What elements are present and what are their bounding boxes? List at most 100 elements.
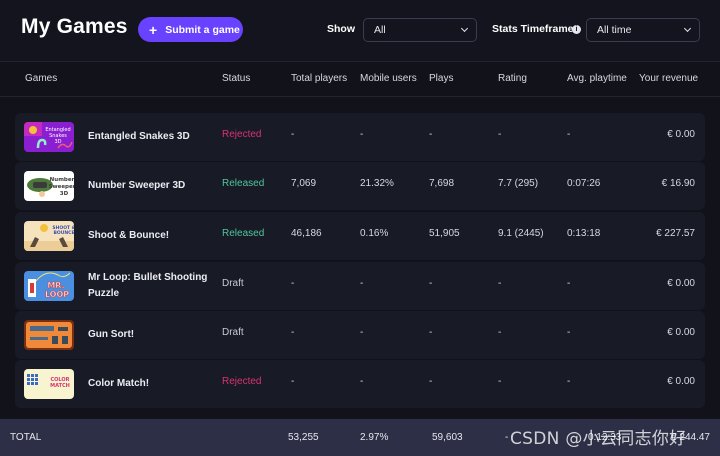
table-row[interactable]: SHOOT & BOUNCE Shoot & Bounce! Released …: [15, 212, 705, 260]
avg-playtime-value: 0:13:18: [567, 228, 601, 239]
game-name[interactable]: Gun Sort!: [88, 329, 135, 340]
game-name[interactable]: Shoot & Bounce!: [88, 230, 170, 241]
rating-value: -: [498, 327, 502, 338]
status-badge: Released: [222, 178, 265, 189]
stats-timeframe-select[interactable]: All time: [586, 18, 700, 42]
total-players-value: 7,069: [291, 178, 317, 189]
show-filter-value: All: [374, 24, 386, 36]
mr-loop-thumbnail: MR. LOOP: [24, 271, 74, 301]
status-badge: Draft: [222, 327, 244, 338]
svg-text:3D: 3D: [60, 191, 69, 197]
column-header-revenue[interactable]: Your revenue: [639, 73, 699, 84]
mobile-users-value: -: [360, 129, 364, 140]
mobile-users-value: -: [360, 376, 364, 387]
svg-text:Snakes: Snakes: [49, 133, 67, 139]
avg-playtime-value: -: [567, 376, 571, 387]
total-avg-playtime: 0:12:33: [588, 432, 622, 443]
total-players-value: 46,186: [291, 228, 322, 239]
total-revenue: € 244.47: [671, 432, 710, 443]
total-rating: -: [505, 432, 509, 443]
rating-value: -: [498, 129, 502, 140]
rating-value: 9.1 (2445): [498, 228, 544, 239]
shoot-bounce-thumbnail: SHOOT & BOUNCE: [24, 221, 74, 251]
total-players-value: -: [291, 278, 295, 289]
revenue-value: € 0.00: [667, 376, 695, 387]
total-label: TOTAL: [10, 432, 42, 443]
svg-text:SHOOT &: SHOOT &: [52, 225, 74, 231]
plays-value: -: [429, 376, 433, 387]
total-players-sum: 53,255: [288, 432, 319, 443]
watermark: CSDN @小云同志你好: [510, 429, 687, 449]
submit-game-button[interactable]: + Submit a game: [138, 17, 243, 42]
table-header: Games Status Total players Mobile users …: [0, 61, 720, 97]
column-header-rating[interactable]: Rating: [498, 73, 527, 84]
plays-value: 7,698: [429, 178, 455, 189]
status-badge: Released: [222, 228, 265, 239]
revenue-value: € 16.90: [661, 178, 695, 189]
table-row[interactable]: Number Sweeper 3D Number Sweeper 3D Rele…: [15, 162, 705, 210]
avg-playtime-value: -: [567, 327, 571, 338]
svg-text:Number: Number: [50, 177, 74, 183]
plays-value: -: [429, 278, 433, 289]
mobile-users-value: 0.16%: [360, 228, 389, 239]
svg-text:COLOR: COLOR: [50, 377, 69, 383]
column-header-total-players[interactable]: Total players: [291, 73, 348, 84]
svg-text:Entangled: Entangled: [45, 127, 70, 133]
page-title: My Games: [21, 15, 128, 38]
show-filter-select[interactable]: All: [363, 18, 477, 42]
column-header-avg-playtime[interactable]: Avg. playtime: [567, 73, 627, 84]
total-plays: 59,603: [432, 432, 463, 443]
plays-value: 51,905: [429, 228, 460, 239]
total-players-value: -: [291, 327, 295, 338]
game-name[interactable]: Entangled Snakes 3D: [88, 131, 190, 142]
mobile-users-value: 21.32%: [360, 178, 394, 189]
revenue-value: € 0.00: [667, 129, 695, 140]
rating-value: 7.7 (295): [498, 178, 539, 189]
column-header-status[interactable]: Status: [222, 73, 251, 84]
stats-timeframe-label: Stats Timeframe: [492, 23, 574, 35]
revenue-value: € 0.00: [667, 327, 695, 338]
gun-sort-thumbnail: [24, 320, 74, 350]
avg-playtime-value: -: [567, 278, 571, 289]
table-row[interactable]: COLOR MATCH Color Match! Rejected - - - …: [15, 360, 705, 408]
column-header-plays[interactable]: Plays: [429, 73, 454, 84]
rating-value: -: [498, 376, 502, 387]
plays-value: -: [429, 129, 433, 140]
revenue-value: € 0.00: [667, 278, 695, 289]
show-filter-label: Show: [327, 23, 355, 35]
page-header: My Games + Submit a game Show All Stats …: [0, 0, 720, 60]
plays-value: -: [429, 327, 433, 338]
total-mobile-users: 2.97%: [360, 432, 389, 443]
info-icon[interactable]: i: [572, 25, 581, 34]
game-name[interactable]: Number Sweeper 3D: [88, 180, 186, 191]
color-match-thumbnail: COLOR MATCH: [24, 369, 74, 399]
game-name[interactable]: Color Match!: [88, 378, 150, 389]
game-name[interactable]: Mr Loop: Bullet Shooting Puzzle: [88, 272, 208, 299]
status-badge: Rejected: [222, 376, 262, 387]
stats-timeframe-value: All time: [597, 24, 632, 36]
column-header-mobile-users[interactable]: Mobile users: [360, 73, 417, 84]
svg-text:BOUNCE: BOUNCE: [53, 230, 74, 236]
table-row[interactable]: Gun Sort! Draft - - - - - € 0.00: [15, 311, 705, 359]
totals-bar: TOTAL 53,255 2.97% 59,603 - 0:12:33 € 24…: [0, 419, 720, 456]
plus-icon: +: [149, 21, 158, 38]
table-row[interactable]: MR. LOOP Mr Loop: Bullet Shooting Puzzle…: [15, 262, 705, 310]
total-players-value: -: [291, 129, 295, 140]
table-row[interactable]: Entangled Snakes 3D Entangled Snakes 3D …: [15, 113, 705, 161]
column-header-games[interactable]: Games: [25, 73, 58, 84]
revenue-value: € 227.57: [656, 228, 695, 239]
svg-text:LOOP: LOOP: [45, 290, 69, 299]
number-sweeper-thumbnail: Number Sweeper 3D: [24, 171, 74, 201]
chevron-down-icon: [683, 24, 692, 33]
status-badge: Draft: [222, 278, 244, 289]
svg-text:MR.: MR.: [47, 281, 64, 290]
submit-game-label: Submit a game: [165, 23, 240, 36]
avg-playtime-value: -: [567, 129, 571, 140]
mobile-users-value: -: [360, 278, 364, 289]
status-badge: Rejected: [222, 129, 262, 140]
entangled-snakes-thumbnail: Entangled Snakes 3D: [24, 122, 74, 152]
rating-value: -: [498, 278, 502, 289]
svg-text:3D: 3D: [54, 139, 61, 145]
total-players-value: -: [291, 376, 295, 387]
mobile-users-value: -: [360, 327, 364, 338]
